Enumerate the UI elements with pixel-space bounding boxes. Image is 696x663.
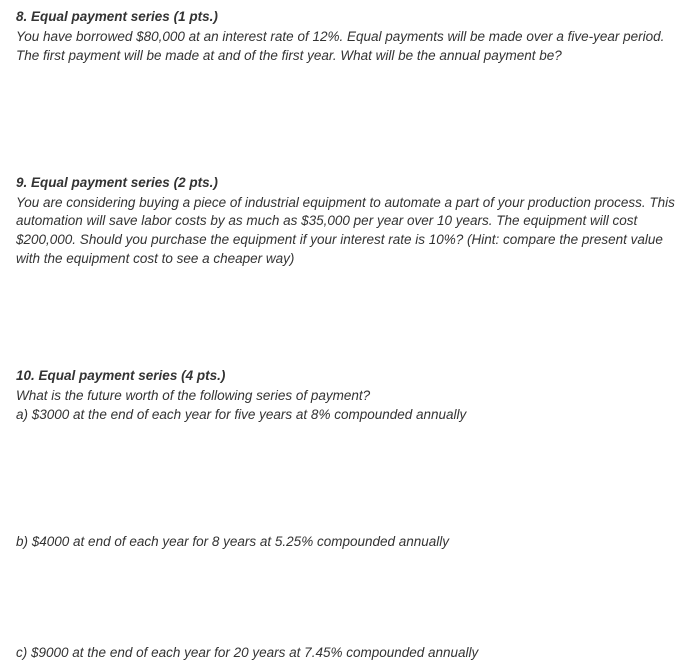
question-8: 8. Equal payment series (1 pts.) You hav… (16, 8, 680, 66)
question-9-body: You are considering buying a piece of in… (16, 194, 680, 270)
spacer (16, 269, 680, 367)
question-10: 10. Equal payment series (4 pts.) What i… (16, 367, 680, 425)
question-9-title: 9. Equal payment series (2 pts.) (16, 174, 680, 193)
question-10-part-c: c) $9000 at the end of each year for 20 … (16, 644, 680, 663)
spacer (16, 425, 680, 533)
question-8-body: You have borrowed $80,000 at an interest… (16, 28, 680, 66)
question-9: 9. Equal payment series (2 pts.) You are… (16, 174, 680, 269)
spacer (16, 552, 680, 644)
question-8-title: 8. Equal payment series (1 pts.) (16, 8, 680, 27)
question-10-intro: What is the future worth of the followin… (16, 387, 680, 406)
spacer (16, 66, 680, 174)
question-10-part-a: a) $3000 at the end of each year for fiv… (16, 406, 680, 425)
question-10-part-b: b) $4000 at end of each year for 8 years… (16, 533, 680, 552)
question-10-title: 10. Equal payment series (4 pts.) (16, 367, 680, 386)
